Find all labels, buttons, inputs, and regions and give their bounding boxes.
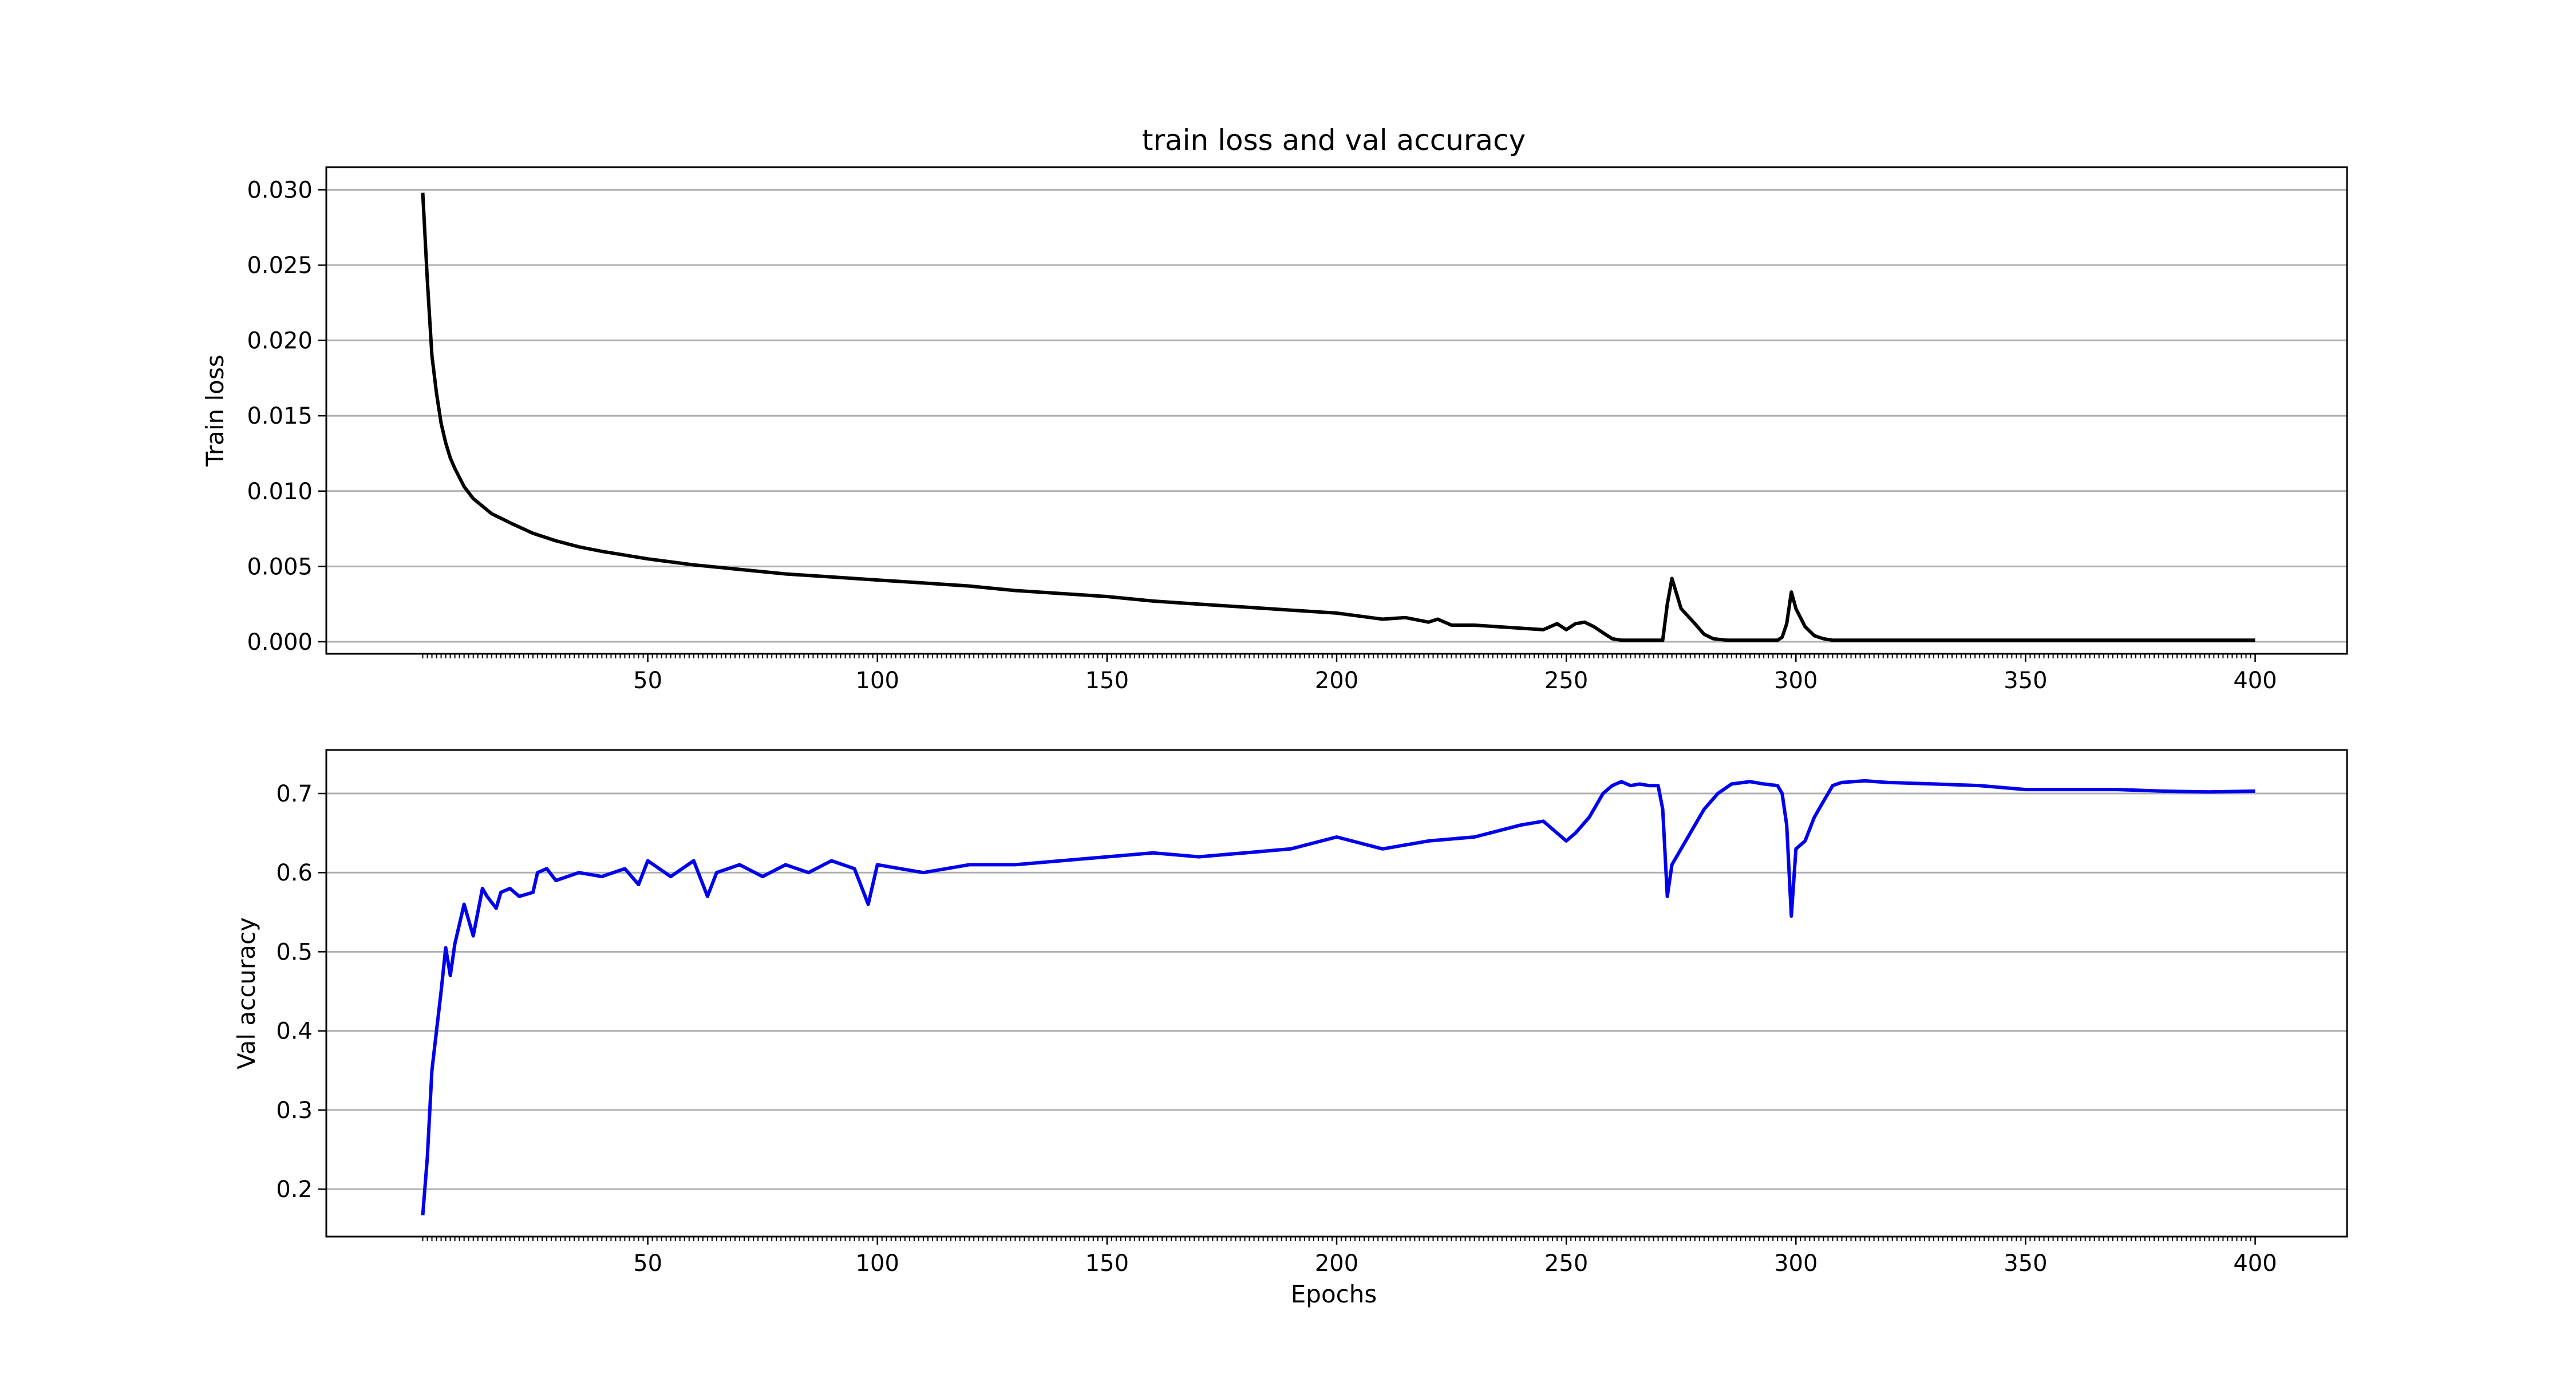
train-loss-y-tick-label: 0.000 bbox=[247, 629, 313, 656]
train-loss-y-tick-label: 0.030 bbox=[247, 177, 313, 203]
val-accuracy-y-tick-label: 0.6 bbox=[276, 860, 313, 886]
val-accuracy-x-tick-label: 250 bbox=[1544, 1250, 1588, 1277]
val-accuracy-x-tick-label: 400 bbox=[2233, 1250, 2277, 1277]
val-accuracy-x-tick-label: 150 bbox=[1085, 1250, 1129, 1277]
val-accuracy-y-tick-label: 0.4 bbox=[276, 1018, 313, 1045]
val-accuracy-y-tick-label: 0.7 bbox=[276, 781, 313, 807]
train-loss-y-tick-label: 0.015 bbox=[247, 403, 313, 429]
val-accuracy-x-tick-label: 100 bbox=[856, 1250, 899, 1277]
val-accuracy-x-tick-label: 50 bbox=[633, 1250, 662, 1277]
train-loss-x-tick-label: 200 bbox=[1315, 668, 1358, 694]
val-accuracy-y-tick-label: 0.3 bbox=[276, 1097, 313, 1124]
train-loss-x-tick-label: 400 bbox=[2233, 668, 2277, 694]
train-loss-y-tick-label: 0.020 bbox=[247, 328, 313, 354]
train-loss-y-tick-label: 0.005 bbox=[247, 554, 313, 580]
train-loss-x-tick-label: 150 bbox=[1085, 668, 1129, 694]
train-loss-x-tick-label: 250 bbox=[1544, 668, 1588, 694]
train-loss-subplot: 0.000 0.005 0.010 0.015 0.020 0.025 0.030 50 100… bbox=[201, 166, 2348, 694]
train-loss-y-tick-label: 0.025 bbox=[247, 252, 313, 279]
train-loss-x-tick-label: 50 bbox=[633, 668, 662, 694]
train-loss-series-line bbox=[421, 192, 2255, 642]
val-accuracy-y-tick-label: 0.5 bbox=[276, 939, 313, 965]
train-loss-x-tick-label: 300 bbox=[1774, 668, 1818, 694]
train-loss-y-tick-label: 0.010 bbox=[247, 479, 313, 505]
chart-title: train loss and val accuracy bbox=[1142, 124, 1526, 157]
val-accuracy-series-line bbox=[421, 779, 2255, 1215]
val-accuracy-x-tick-label: 350 bbox=[2004, 1250, 2047, 1277]
train-loss-x-tick-label: 350 bbox=[2004, 668, 2047, 694]
val-accuracy-axes-frame bbox=[325, 749, 2348, 1238]
x-axis-label: Epochs bbox=[1291, 1280, 1377, 1308]
train-loss-axes-frame bbox=[325, 166, 2348, 655]
val-accuracy-x-tick-label: 300 bbox=[1774, 1250, 1818, 1277]
val-accuracy-y-tick-label: 0.2 bbox=[276, 1176, 313, 1203]
train-loss-x-tick-label: 100 bbox=[856, 668, 899, 694]
val-accuracy-x-tick-label: 200 bbox=[1315, 1250, 1358, 1277]
val-accuracy-y-axis-label: Val accuracy bbox=[232, 917, 260, 1069]
val-accuracy-subplot: 0.2 0.3 0.4 0.5 0.6 0.7 50 100 150 200 250 300 350 40… bbox=[232, 749, 2348, 1277]
train-loss-y-axis-label: Train loss bbox=[201, 354, 229, 467]
